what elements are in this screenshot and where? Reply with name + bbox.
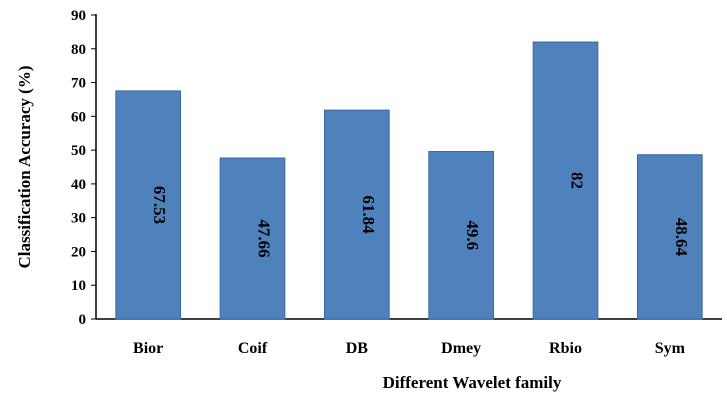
y-tick-label: 50 xyxy=(71,143,86,159)
y-tick-label: 20 xyxy=(71,244,86,260)
x-category-label: Sym xyxy=(655,340,686,357)
bar-coif xyxy=(219,157,286,320)
y-axis-title: Classification Accuracy (%) xyxy=(15,65,34,268)
category-labels: Bior Coif DB Dmey Rbio Sym xyxy=(133,340,686,357)
x-axis-title: Different Wavelet family xyxy=(383,373,562,392)
y-axis-ticks: 0 10 20 30 40 50 60 70 80 90 xyxy=(71,8,96,328)
bar-bior xyxy=(115,90,182,320)
y-tick-label: 80 xyxy=(71,42,86,58)
data-label: 49.6 xyxy=(463,220,482,250)
data-label: 67.53 xyxy=(150,186,169,224)
y-tick-label: 90 xyxy=(71,8,86,24)
x-category-label: Dmey xyxy=(441,340,481,357)
y-tick-label: 40 xyxy=(71,177,86,193)
x-category-label: Rbio xyxy=(549,340,582,357)
bars: 67.53 47.66 61.84 49.6 82 48.64 xyxy=(115,41,703,320)
x-category-label: Bior xyxy=(133,340,163,357)
data-label: 61.84 xyxy=(359,195,378,234)
y-tick-label: 70 xyxy=(71,76,86,92)
bar-dmey xyxy=(428,150,495,320)
y-tick-label: 30 xyxy=(71,211,86,227)
bar-db xyxy=(323,109,390,320)
bar-sym xyxy=(636,154,703,320)
data-label: 48.64 xyxy=(672,218,691,257)
data-label: 82 xyxy=(568,172,587,189)
x-category-label: Coif xyxy=(238,340,268,357)
bar-rbio xyxy=(532,41,599,320)
y-tick-label: 10 xyxy=(71,278,86,294)
data-label: 47.66 xyxy=(255,219,274,257)
y-tick-label: 60 xyxy=(71,109,86,125)
y-tick-label: 0 xyxy=(79,312,87,328)
x-category-label: DB xyxy=(346,340,369,357)
